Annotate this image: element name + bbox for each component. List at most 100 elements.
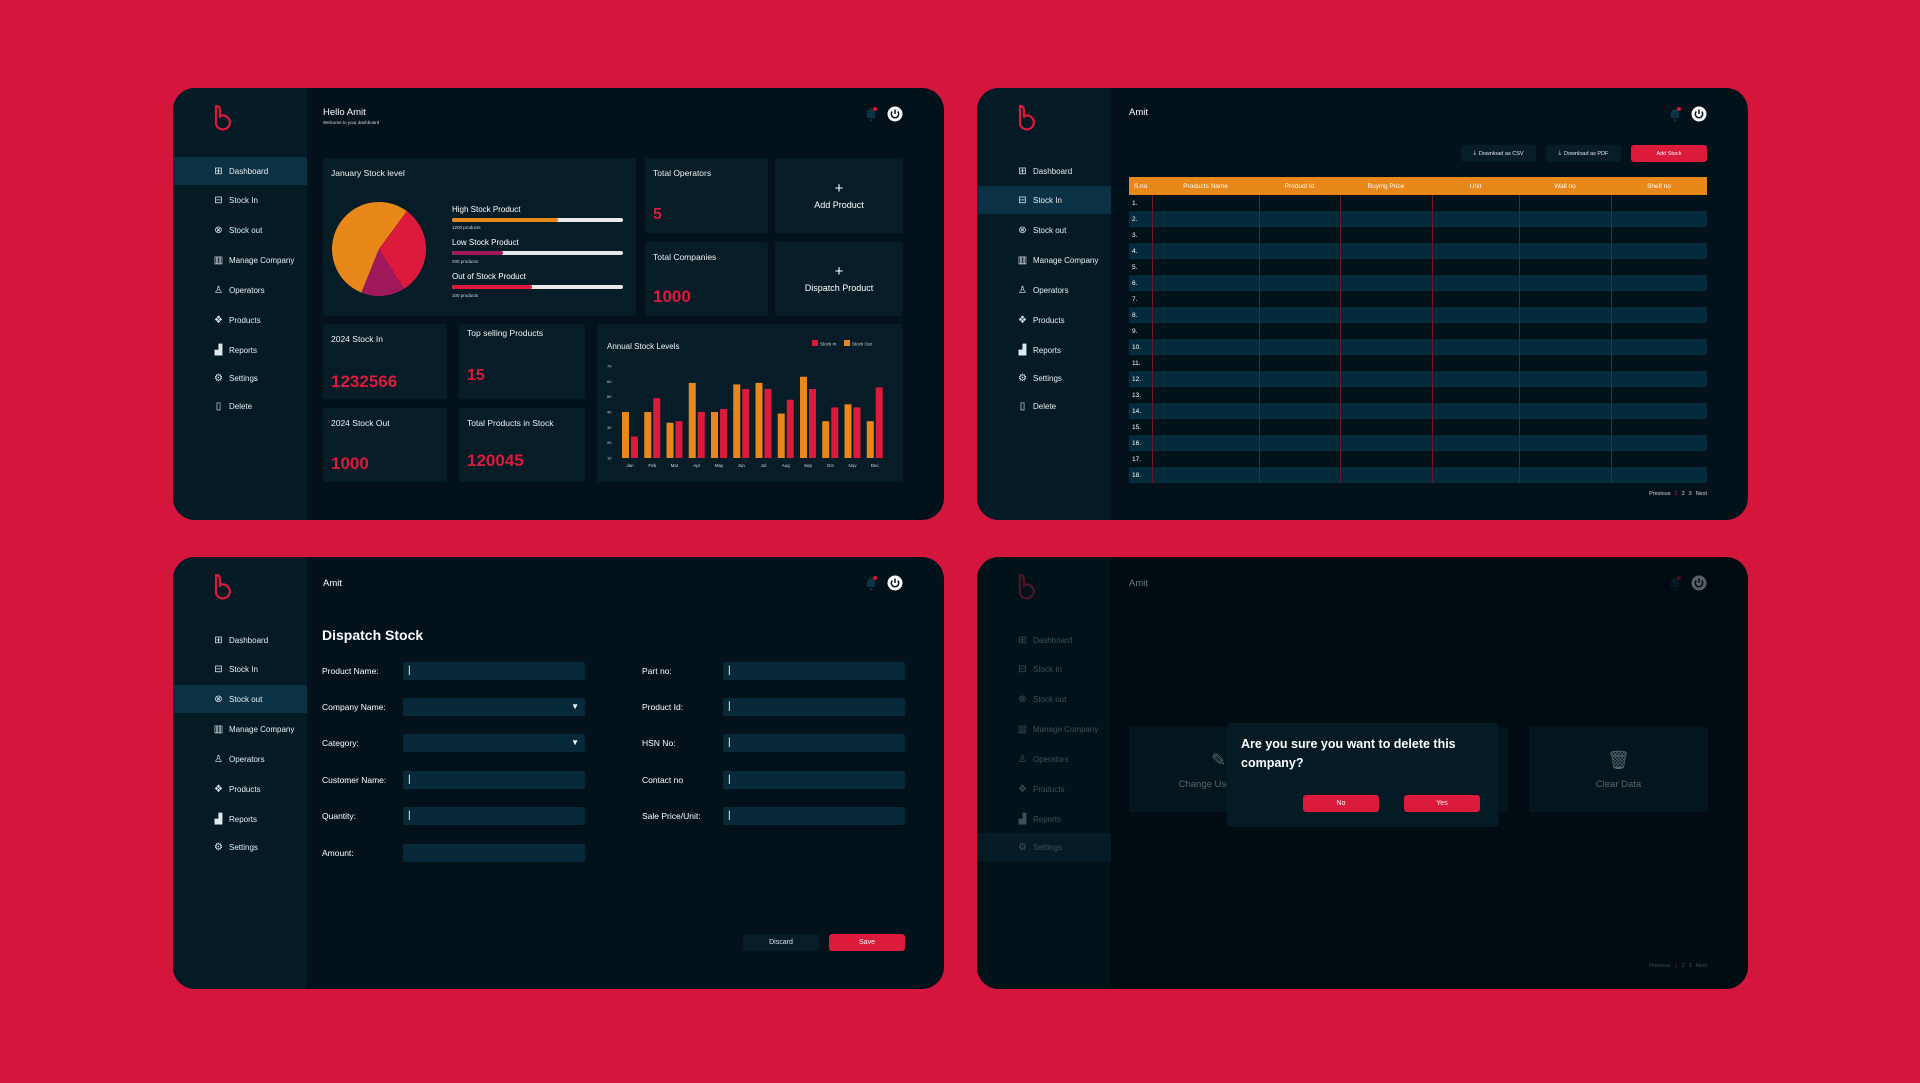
sidebar-item-delete[interactable]: ▯ Delete — [173, 392, 307, 420]
table-row[interactable]: 12. — [1129, 371, 1707, 387]
sale-priceunit-input[interactable]: | — [723, 807, 905, 825]
sidebar-item-dashboard[interactable]: ⊞ Dashboard — [977, 157, 1111, 185]
sidebar-item-operators[interactable]: ♙ Operators — [173, 276, 307, 304]
table-row[interactable]: 14. — [1129, 403, 1707, 419]
notification-bell-icon[interactable] — [864, 575, 878, 591]
product-name-input[interactable]: | — [403, 662, 585, 680]
previous-page[interactable]: Previous — [1649, 491, 1671, 497]
sidebar-item-reports[interactable]: ▟ Reports — [173, 336, 307, 364]
page-1[interactable]: 1 — [1674, 491, 1678, 497]
sidebar-item-stock-in[interactable]: ⊟ Stock In — [173, 655, 307, 683]
sidebar-item-stock-in[interactable]: ⊟ Stock In — [173, 186, 307, 214]
column-header[interactable]: Product Id — [1259, 177, 1340, 195]
add-stock-button[interactable]: Add Stock — [1631, 145, 1707, 162]
dispatch-product-button[interactable]: + Dispatch Product — [775, 242, 903, 316]
sidebar-item-settings[interactable]: ⚙ Settings — [173, 833, 307, 861]
notification-bell-icon[interactable] — [1668, 575, 1682, 591]
sidebar-item-manage-company[interactable]: ▥ Manage Company — [977, 715, 1111, 743]
sidebar-item-stock-out[interactable]: ⊗ Stock out — [977, 685, 1111, 713]
notification-bell-icon[interactable] — [864, 106, 878, 122]
table-row[interactable]: 5. — [1129, 259, 1707, 275]
sidebar-item-operators[interactable]: ♙ Operators — [977, 276, 1111, 304]
company-name-dropdown[interactable]: ▼ — [403, 698, 585, 716]
power-icon[interactable] — [1691, 575, 1707, 591]
column-header[interactable]: S.no — [1129, 177, 1152, 195]
sidebar-item-products[interactable]: ❖ Products — [173, 775, 307, 803]
sidebar-item-products[interactable]: ❖ Products — [173, 306, 307, 334]
discard-button[interactable]: Discard — [743, 934, 819, 951]
page-3[interactable]: 3 — [1688, 963, 1692, 969]
sidebar-item-delete[interactable]: ▯ Delete — [977, 392, 1111, 420]
sidebar-item-stock-in[interactable]: ⊟ Stock In — [977, 655, 1111, 683]
page-2[interactable]: 2 — [1681, 963, 1685, 969]
table-row[interactable]: 18. — [1129, 467, 1707, 483]
table-row[interactable]: 9. — [1129, 323, 1707, 339]
table-row[interactable]: 17. — [1129, 451, 1707, 467]
notification-bell-icon[interactable] — [1668, 106, 1682, 122]
sidebar-item-stock-out[interactable]: ⊗ Stock out — [173, 685, 307, 713]
download-csv-button[interactable]: ⤓ Download as CSV — [1461, 145, 1536, 162]
page-1[interactable]: 1 — [1674, 963, 1678, 969]
sidebar-item-settings[interactable]: ⚙ Settings — [173, 364, 307, 392]
sidebar-item-products[interactable]: ❖ Products — [977, 775, 1111, 803]
column-header[interactable]: Shelf no — [1611, 177, 1707, 195]
table-row[interactable]: 16. — [1129, 435, 1707, 451]
hsn-no-label: HSN No: — [642, 738, 676, 748]
table-row[interactable]: 11. — [1129, 355, 1707, 371]
next-page[interactable]: Next — [1695, 963, 1707, 969]
table-row[interactable]: 2. — [1129, 211, 1707, 227]
amount-input[interactable] — [403, 844, 585, 862]
clear-data-card[interactable]: 🗑 Clear Data — [1529, 727, 1708, 812]
contact-no-input[interactable]: | — [723, 771, 905, 789]
sidebar-item-stock-in[interactable]: ⊟ Stock In — [977, 186, 1111, 214]
quantity-input[interactable]: | — [403, 807, 585, 825]
customer-name-input[interactable]: | — [403, 771, 585, 789]
table-row[interactable]: 7. — [1129, 291, 1707, 307]
table-row[interactable]: 3. — [1129, 227, 1707, 243]
power-icon[interactable] — [887, 575, 903, 591]
hsn-no-input[interactable]: | — [723, 734, 905, 752]
part-no-input[interactable]: | — [723, 662, 905, 680]
page-3[interactable]: 3 — [1688, 491, 1692, 497]
sidebar-item-stock-out[interactable]: ⊗ Stock out — [173, 216, 307, 244]
power-icon[interactable] — [1691, 106, 1707, 122]
table-row[interactable]: 6. — [1129, 275, 1707, 291]
sidebar-item-products[interactable]: ❖ Products — [977, 306, 1111, 334]
category-dropdown[interactable]: ▼ — [403, 734, 585, 752]
sidebar-item-settings[interactable]: ⚙ Settings — [977, 364, 1111, 392]
sidebar-item-settings[interactable]: ⚙ Settings — [977, 833, 1111, 861]
sidebar-item-manage-company[interactable]: ▥ Manage Company — [173, 715, 307, 743]
yes-button[interactable]: Yes — [1404, 795, 1480, 812]
column-header[interactable]: Buying Price — [1340, 177, 1432, 195]
table-row[interactable]: 10. — [1129, 339, 1707, 355]
sidebar-item-manage-company[interactable]: ▥ Manage Company — [173, 246, 307, 274]
sidebar-item-reports[interactable]: ▟ Reports — [977, 805, 1111, 833]
column-header[interactable]: Products Name — [1152, 177, 1259, 195]
sidebar-item-operators[interactable]: ♙ Operators — [173, 745, 307, 773]
sidebar-item-reports[interactable]: ▟ Reports — [977, 336, 1111, 364]
table-row[interactable]: 4. — [1129, 243, 1707, 259]
sidebar-item-dashboard[interactable]: ⊞ Dashboard — [977, 626, 1111, 654]
sidebar-item-operators[interactable]: ♙ Operators — [977, 745, 1111, 773]
table-row[interactable]: 15. — [1129, 419, 1707, 435]
page-2[interactable]: 2 — [1681, 491, 1685, 497]
save-button[interactable]: Save — [829, 934, 905, 951]
product-id-input[interactable]: | — [723, 698, 905, 716]
column-header[interactable]: Unit — [1432, 177, 1519, 195]
power-icon[interactable] — [887, 106, 903, 122]
previous-page[interactable]: Previous — [1649, 963, 1671, 969]
sidebar-item-manage-company[interactable]: ▥ Manage Company — [977, 246, 1111, 274]
sidebar-item-reports[interactable]: ▟ Reports — [173, 805, 307, 833]
add-product-button[interactable]: + Add Product — [775, 158, 903, 233]
no-button[interactable]: No — [1303, 795, 1379, 812]
sidebar-item-dashboard[interactable]: ⊞ Dashboard — [173, 157, 307, 185]
sidebar-item-dashboard[interactable]: ⊞ Dashboard — [173, 626, 307, 654]
table-row[interactable]: 13. — [1129, 387, 1707, 403]
column-header[interactable]: Wall no — [1519, 177, 1611, 195]
download-pdf-button[interactable]: ⤓ Download as PDF — [1546, 145, 1621, 162]
table-row[interactable]: 8. — [1129, 307, 1707, 323]
next-page[interactable]: Next — [1695, 491, 1707, 497]
table-row[interactable]: 1. — [1129, 195, 1707, 211]
table-cell — [1610, 339, 1707, 355]
sidebar-item-stock-out[interactable]: ⊗ Stock out — [977, 216, 1111, 244]
